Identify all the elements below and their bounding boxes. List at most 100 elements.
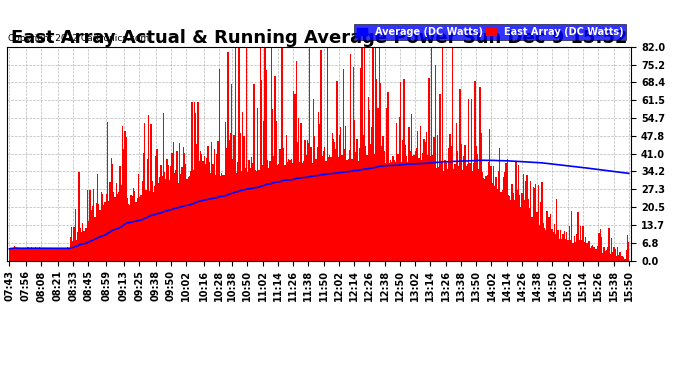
- Bar: [413, 155, 415, 261]
- Bar: [325, 161, 326, 261]
- Bar: [292, 163, 293, 261]
- Bar: [148, 116, 149, 261]
- Bar: [606, 250, 607, 261]
- Bar: [241, 171, 242, 261]
- Bar: [561, 239, 562, 261]
- Bar: [593, 248, 595, 261]
- Bar: [30, 249, 31, 261]
- Bar: [433, 137, 435, 261]
- Bar: [278, 164, 279, 261]
- Bar: [582, 226, 584, 261]
- Bar: [247, 172, 248, 261]
- Bar: [211, 142, 213, 261]
- Bar: [560, 231, 561, 261]
- Legend: Average (DC Watts), East Array (DC Watts): Average (DC Watts), East Array (DC Watts…: [354, 24, 627, 40]
- Bar: [248, 160, 250, 261]
- Bar: [189, 176, 190, 261]
- Bar: [356, 139, 357, 261]
- Bar: [231, 84, 233, 261]
- Bar: [216, 154, 217, 261]
- Bar: [102, 194, 103, 261]
- Bar: [257, 108, 258, 261]
- Bar: [205, 164, 206, 261]
- Bar: [175, 170, 177, 261]
- Bar: [578, 240, 580, 261]
- Bar: [622, 256, 623, 261]
- Bar: [309, 47, 310, 261]
- Bar: [87, 190, 88, 261]
- Bar: [239, 133, 241, 261]
- Bar: [174, 173, 175, 261]
- Bar: [282, 47, 283, 261]
- Bar: [326, 47, 328, 261]
- Bar: [385, 163, 386, 261]
- Bar: [477, 154, 478, 261]
- Bar: [580, 226, 581, 261]
- Bar: [41, 248, 42, 261]
- Bar: [57, 249, 59, 261]
- Bar: [578, 212, 579, 261]
- Bar: [83, 231, 85, 261]
- Bar: [183, 147, 184, 261]
- Bar: [376, 79, 377, 261]
- Bar: [252, 163, 253, 261]
- Bar: [42, 248, 43, 261]
- Bar: [152, 192, 154, 261]
- Bar: [407, 162, 408, 261]
- Bar: [59, 249, 61, 261]
- Bar: [396, 123, 397, 261]
- Bar: [368, 110, 370, 261]
- Bar: [531, 216, 533, 261]
- Bar: [604, 251, 606, 261]
- Bar: [228, 140, 230, 261]
- Bar: [84, 228, 86, 261]
- Bar: [525, 181, 526, 261]
- Bar: [227, 52, 228, 261]
- Bar: [298, 118, 299, 261]
- Bar: [362, 47, 363, 261]
- Bar: [528, 199, 529, 261]
- Bar: [587, 243, 589, 261]
- Bar: [113, 192, 115, 261]
- Bar: [186, 179, 188, 261]
- Bar: [388, 163, 390, 261]
- Bar: [627, 235, 628, 261]
- Bar: [304, 140, 306, 261]
- Bar: [559, 239, 560, 261]
- Bar: [446, 163, 447, 261]
- Bar: [262, 165, 264, 261]
- Bar: [40, 249, 41, 261]
- Bar: [15, 248, 17, 261]
- Bar: [79, 228, 81, 261]
- Bar: [264, 47, 266, 261]
- Bar: [169, 180, 170, 261]
- Bar: [353, 67, 354, 261]
- Bar: [491, 166, 492, 261]
- Bar: [117, 194, 118, 261]
- Bar: [121, 185, 122, 261]
- Bar: [382, 136, 384, 261]
- Bar: [204, 156, 205, 261]
- Bar: [323, 152, 324, 261]
- Bar: [442, 47, 443, 261]
- Bar: [553, 224, 555, 261]
- Bar: [267, 160, 268, 261]
- Bar: [75, 209, 76, 261]
- Bar: [306, 155, 307, 261]
- Bar: [436, 168, 437, 261]
- Bar: [250, 168, 251, 261]
- Bar: [37, 248, 39, 261]
- Bar: [597, 246, 598, 261]
- Bar: [31, 247, 32, 261]
- Bar: [547, 217, 549, 261]
- Bar: [95, 217, 96, 261]
- Bar: [449, 134, 451, 261]
- Bar: [329, 155, 331, 261]
- Bar: [294, 94, 295, 261]
- Bar: [366, 154, 368, 261]
- Bar: [331, 157, 332, 261]
- Bar: [171, 153, 172, 261]
- Bar: [432, 155, 433, 261]
- Bar: [345, 126, 346, 261]
- Bar: [565, 239, 566, 261]
